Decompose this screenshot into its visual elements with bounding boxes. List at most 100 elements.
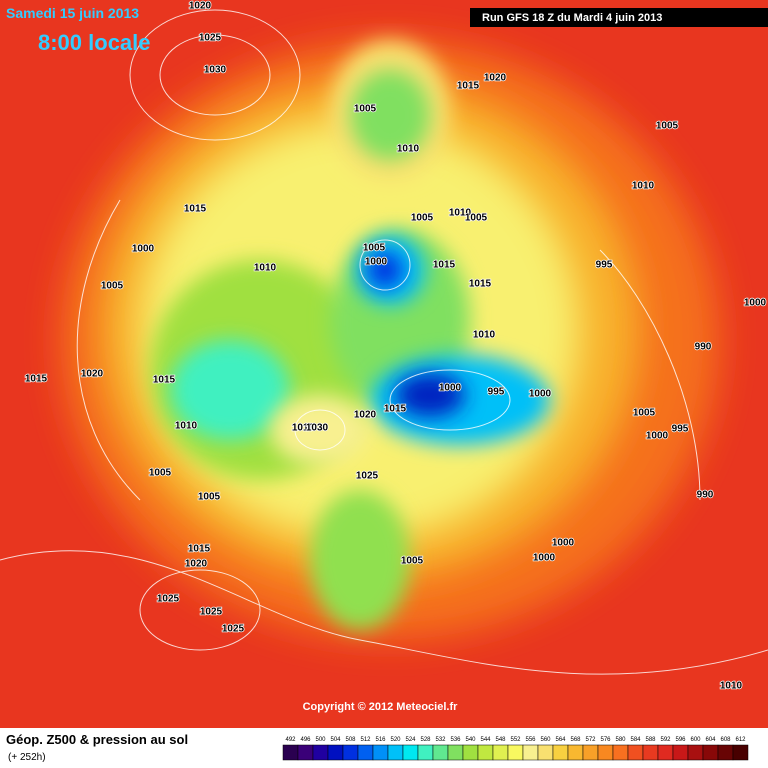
isobar-label: 1025 <box>157 594 180 605</box>
isobar-label: 1020 <box>484 73 507 84</box>
scale-swatch <box>687 744 704 761</box>
isobar-label: 1005 <box>401 556 424 567</box>
isobar-label: 1020 <box>354 410 377 421</box>
scale-swatch <box>342 744 359 761</box>
isobar-label: 1005 <box>411 213 434 224</box>
scale-swatch <box>402 744 419 761</box>
scale-swatch <box>507 744 524 761</box>
isobar-label: 1015 <box>469 279 492 290</box>
footer-lead: (+ 252h) <box>8 752 46 763</box>
scale-label: 600 <box>690 737 701 743</box>
scale-swatch <box>462 744 479 761</box>
isobar-label: 1005 <box>149 468 172 479</box>
copyright: Copyright © 2012 Meteociel.fr <box>303 701 459 713</box>
isobar-label: 1025 <box>200 607 223 618</box>
footer-title: Géop. Z500 & pression au sol <box>6 732 188 747</box>
scale-label: 536 <box>450 737 461 743</box>
scale-swatch <box>582 744 599 761</box>
scale-swatch <box>657 744 674 761</box>
isobar-label: 1000 <box>552 538 575 549</box>
isobar-label: 1010 <box>397 144 420 155</box>
run-box <box>470 8 768 27</box>
time: 8:00 locale <box>38 30 151 55</box>
scale-label: 592 <box>660 737 671 743</box>
scale-swatch <box>417 744 434 761</box>
isobar-label: 1015 <box>188 544 211 555</box>
scale-label: 580 <box>615 737 626 743</box>
scale-label: 596 <box>675 737 686 743</box>
isobar-label: 1015 <box>457 81 480 92</box>
scale-label: 524 <box>405 737 416 743</box>
scale-swatch <box>282 744 299 761</box>
run: Run GFS 18 Z du Mardi 4 juin 2013 <box>482 12 662 24</box>
isobar-label: 1015 <box>25 374 48 385</box>
isobar-label: 1015 <box>384 404 407 415</box>
isobar-label: 995 <box>672 424 689 435</box>
isobar-label: 1010 <box>254 263 277 274</box>
isobar-label: 990 <box>697 490 714 501</box>
isobar-label: 1010 <box>473 330 496 341</box>
scale-label: 568 <box>570 737 581 743</box>
isobar-label: 1015 <box>153 375 176 386</box>
scale-swatch <box>612 744 629 761</box>
isobar-label: 1005 <box>633 408 656 419</box>
isobar-label: 1010 <box>292 423 315 434</box>
isobar-label: 1000 <box>646 431 669 442</box>
scale-swatch <box>432 744 449 761</box>
scale-swatch <box>387 744 404 761</box>
scale-swatch <box>357 744 374 761</box>
scale-label: 512 <box>360 737 371 743</box>
scale-label: 560 <box>540 737 551 743</box>
isobar-label: 1010 <box>632 181 655 192</box>
scale-swatch <box>672 744 689 761</box>
scale-swatch <box>372 744 389 761</box>
scale-label: 520 <box>390 737 401 743</box>
isobar-label: 1010 <box>175 421 198 432</box>
scale-label: 528 <box>420 737 431 743</box>
scale-label: 552 <box>510 737 521 743</box>
isobar-label: 1030 <box>306 423 329 434</box>
isobar-label: 1005 <box>101 281 124 292</box>
scale-label: 556 <box>525 737 536 743</box>
scale-swatch <box>447 744 464 761</box>
isobar-label: 1000 <box>529 389 552 400</box>
isobar-label: 1005 <box>354 104 377 115</box>
scale-swatch <box>702 744 719 761</box>
isobar-label: 1005 <box>198 492 221 503</box>
isobar-label: 995 <box>488 387 505 398</box>
scale-swatch <box>717 744 734 761</box>
isobar-label: 995 <box>596 260 613 271</box>
scale-label: 492 <box>285 737 296 743</box>
scale-swatch <box>327 744 344 761</box>
scale-label: 612 <box>735 737 746 743</box>
field <box>0 0 768 728</box>
scale-label: 496 <box>300 737 311 743</box>
isobar-label: 1020 <box>185 559 208 570</box>
isobar-label: 1000 <box>439 383 462 394</box>
isobar-label: 1005 <box>363 243 386 254</box>
scale-label: 572 <box>585 737 596 743</box>
scale-label: 576 <box>600 737 611 743</box>
isobar-label: 1020 <box>81 369 104 380</box>
date: Samedi 15 juin 2013 <box>6 5 139 21</box>
isobar-label: 1025 <box>356 471 379 482</box>
isobar-lines <box>0 9 768 675</box>
scale-label: 608 <box>720 737 731 743</box>
isobar-label: 1030 <box>204 65 227 76</box>
isobar-label: 1000 <box>533 553 556 564</box>
isobar-label: 1010 <box>449 208 472 219</box>
scale-swatch <box>522 744 539 761</box>
scale-label: 588 <box>645 737 656 743</box>
scale-label: 544 <box>480 737 491 743</box>
scale-swatch <box>552 744 569 761</box>
isobar-label: 1025 <box>199 33 222 44</box>
scale-swatch <box>492 744 509 761</box>
scale-swatch <box>627 744 644 761</box>
isobar-label: 1010 <box>720 681 743 692</box>
scale-label: 504 <box>330 737 341 743</box>
isobar-label: 1015 <box>433 260 456 271</box>
scale-label: 540 <box>465 737 476 743</box>
scale-swatch <box>567 744 584 761</box>
scale-label: 548 <box>495 737 506 743</box>
